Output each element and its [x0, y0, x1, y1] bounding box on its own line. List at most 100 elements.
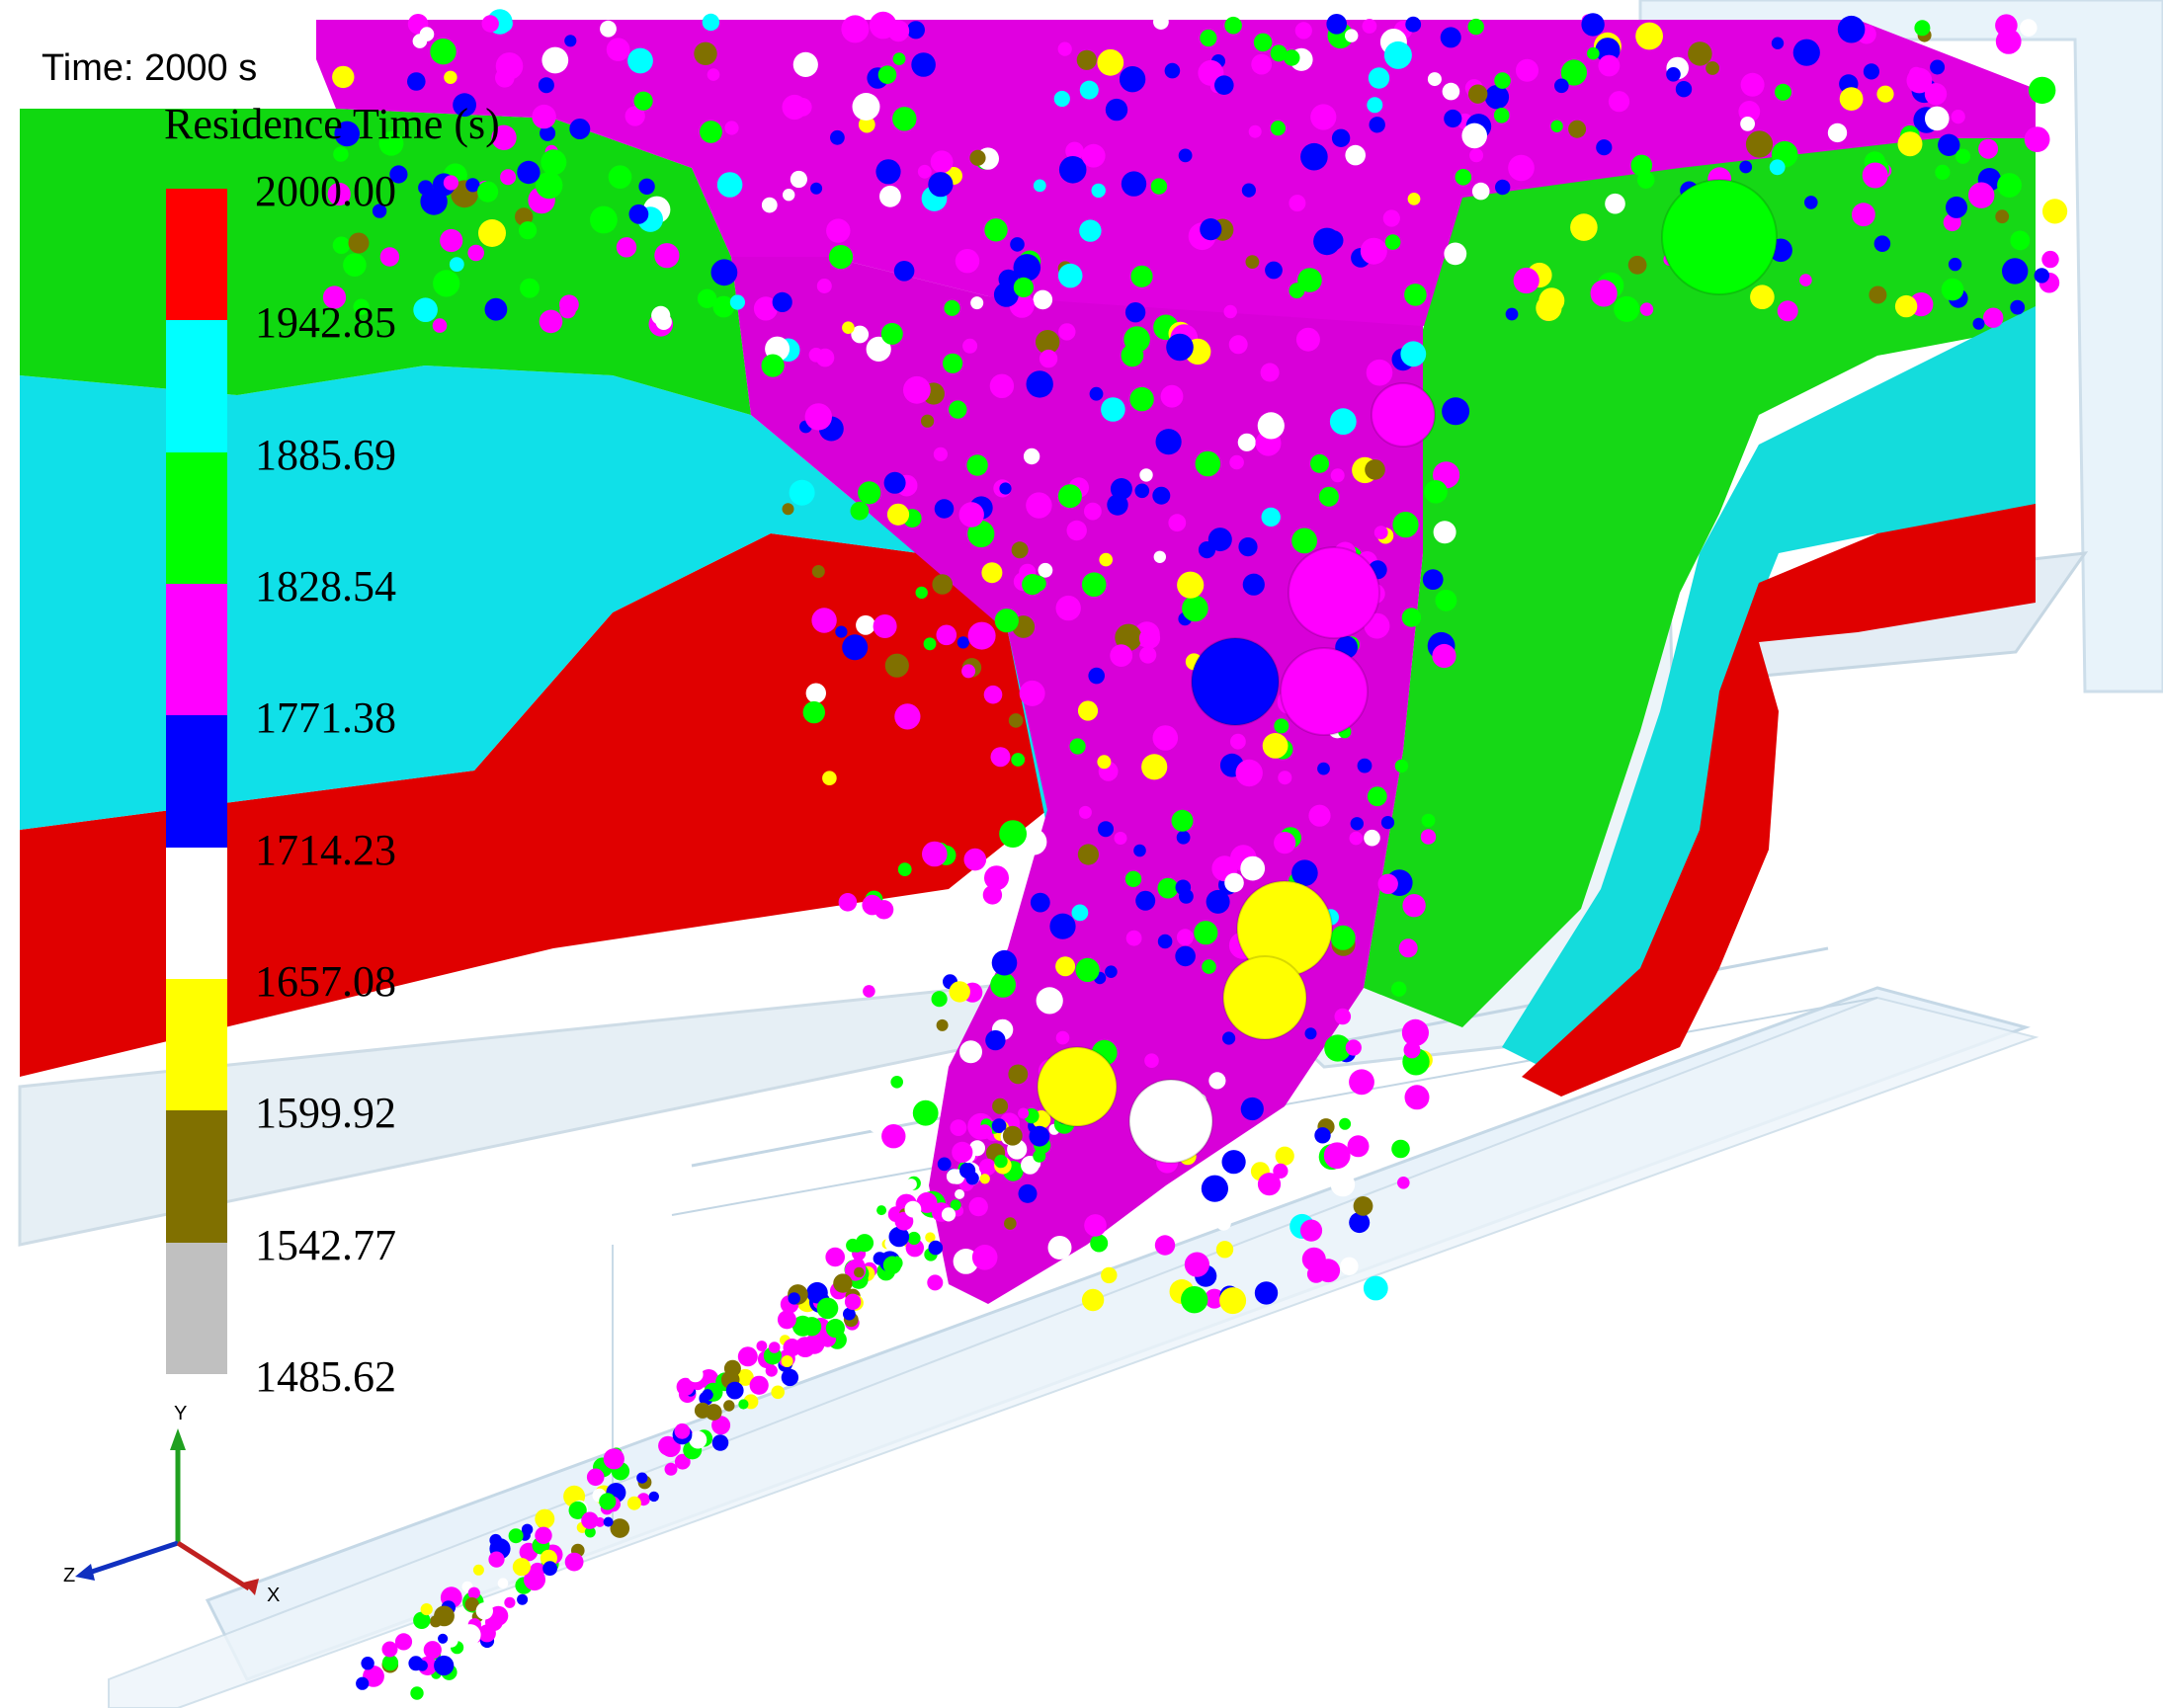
particle [1366, 359, 1393, 386]
particle [1214, 75, 1234, 95]
particle [1392, 512, 1419, 538]
particle [413, 297, 438, 323]
particle [905, 1179, 917, 1190]
particle [610, 1518, 630, 1538]
particle [626, 1496, 641, 1510]
particle [1262, 733, 1289, 759]
particle [1955, 148, 1971, 164]
legend-swatch [166, 978, 227, 1111]
particle [852, 93, 880, 121]
particle [1308, 804, 1331, 827]
particle [1432, 643, 1456, 669]
particle [1382, 209, 1400, 227]
particle [1091, 183, 1106, 199]
particle [990, 972, 1016, 998]
particle [944, 299, 960, 316]
particle [1605, 193, 1625, 214]
particle [930, 150, 954, 174]
particle [564, 35, 577, 47]
particle [1946, 196, 1967, 218]
legend-tick-label: 1828.54 [255, 562, 396, 610]
particle [322, 285, 347, 309]
particle [771, 1385, 785, 1400]
particle [844, 1293, 862, 1311]
particle [890, 1076, 903, 1089]
particle [1206, 889, 1230, 914]
particle [1536, 294, 1562, 321]
particle [1740, 117, 1755, 131]
particle [1125, 930, 1142, 946]
particle [1852, 203, 1875, 227]
particle [1330, 925, 1356, 950]
particle [410, 1686, 424, 1700]
particle [517, 1593, 529, 1605]
particle [815, 348, 835, 367]
particle [508, 1528, 524, 1544]
particle [1444, 109, 1462, 128]
particle [694, 1402, 711, 1419]
particle [599, 1493, 617, 1510]
particle [1010, 237, 1025, 252]
particle [1310, 453, 1329, 473]
particle [1635, 22, 1663, 50]
particle [348, 232, 370, 254]
particle [1171, 809, 1194, 832]
particle [1792, 39, 1820, 66]
particle [512, 1558, 532, 1577]
particle [1639, 302, 1654, 316]
particle [1205, 1288, 1224, 1309]
particle [1224, 872, 1244, 893]
particle [1295, 327, 1320, 352]
particle [1049, 913, 1076, 939]
particle [1394, 759, 1409, 773]
particle [1442, 397, 1470, 426]
particle [1278, 771, 1292, 785]
particle [1222, 1031, 1236, 1045]
particle [541, 46, 569, 74]
particle [1301, 1247, 1326, 1271]
particle [1240, 855, 1266, 881]
particle [1065, 141, 1084, 161]
particle [1421, 813, 1436, 828]
particle [638, 178, 655, 195]
particle [1404, 284, 1427, 306]
particle [633, 91, 653, 111]
particle [1300, 142, 1328, 171]
particle [923, 637, 937, 651]
particle [874, 900, 894, 920]
particle [1030, 892, 1050, 913]
particle [963, 848, 987, 871]
particle [624, 106, 645, 126]
particle [1150, 178, 1168, 195]
particle [541, 149, 567, 176]
particle [1373, 526, 1388, 539]
particle [1135, 890, 1156, 911]
particle [1289, 195, 1306, 212]
particle [538, 77, 554, 94]
particle [962, 338, 978, 354]
particle [467, 244, 485, 262]
particle [850, 501, 870, 521]
particle [989, 373, 1015, 398]
particle [978, 1158, 997, 1176]
particle [1077, 700, 1099, 721]
particle [1407, 193, 1421, 205]
particle [1364, 829, 1380, 847]
particle [581, 1511, 599, 1529]
particle [1550, 120, 1563, 132]
particle [1675, 81, 1693, 98]
particle [1424, 480, 1448, 504]
particle [1154, 1235, 1176, 1256]
particle [1133, 844, 1146, 857]
particle [999, 482, 1012, 495]
particle [1097, 755, 1112, 770]
particle [413, 1611, 431, 1630]
particle [1804, 196, 1818, 209]
particle [828, 245, 854, 270]
particle [1194, 921, 1218, 945]
particle [600, 20, 617, 38]
particle [504, 1596, 516, 1608]
particle [559, 294, 579, 315]
particle [1257, 1173, 1282, 1196]
